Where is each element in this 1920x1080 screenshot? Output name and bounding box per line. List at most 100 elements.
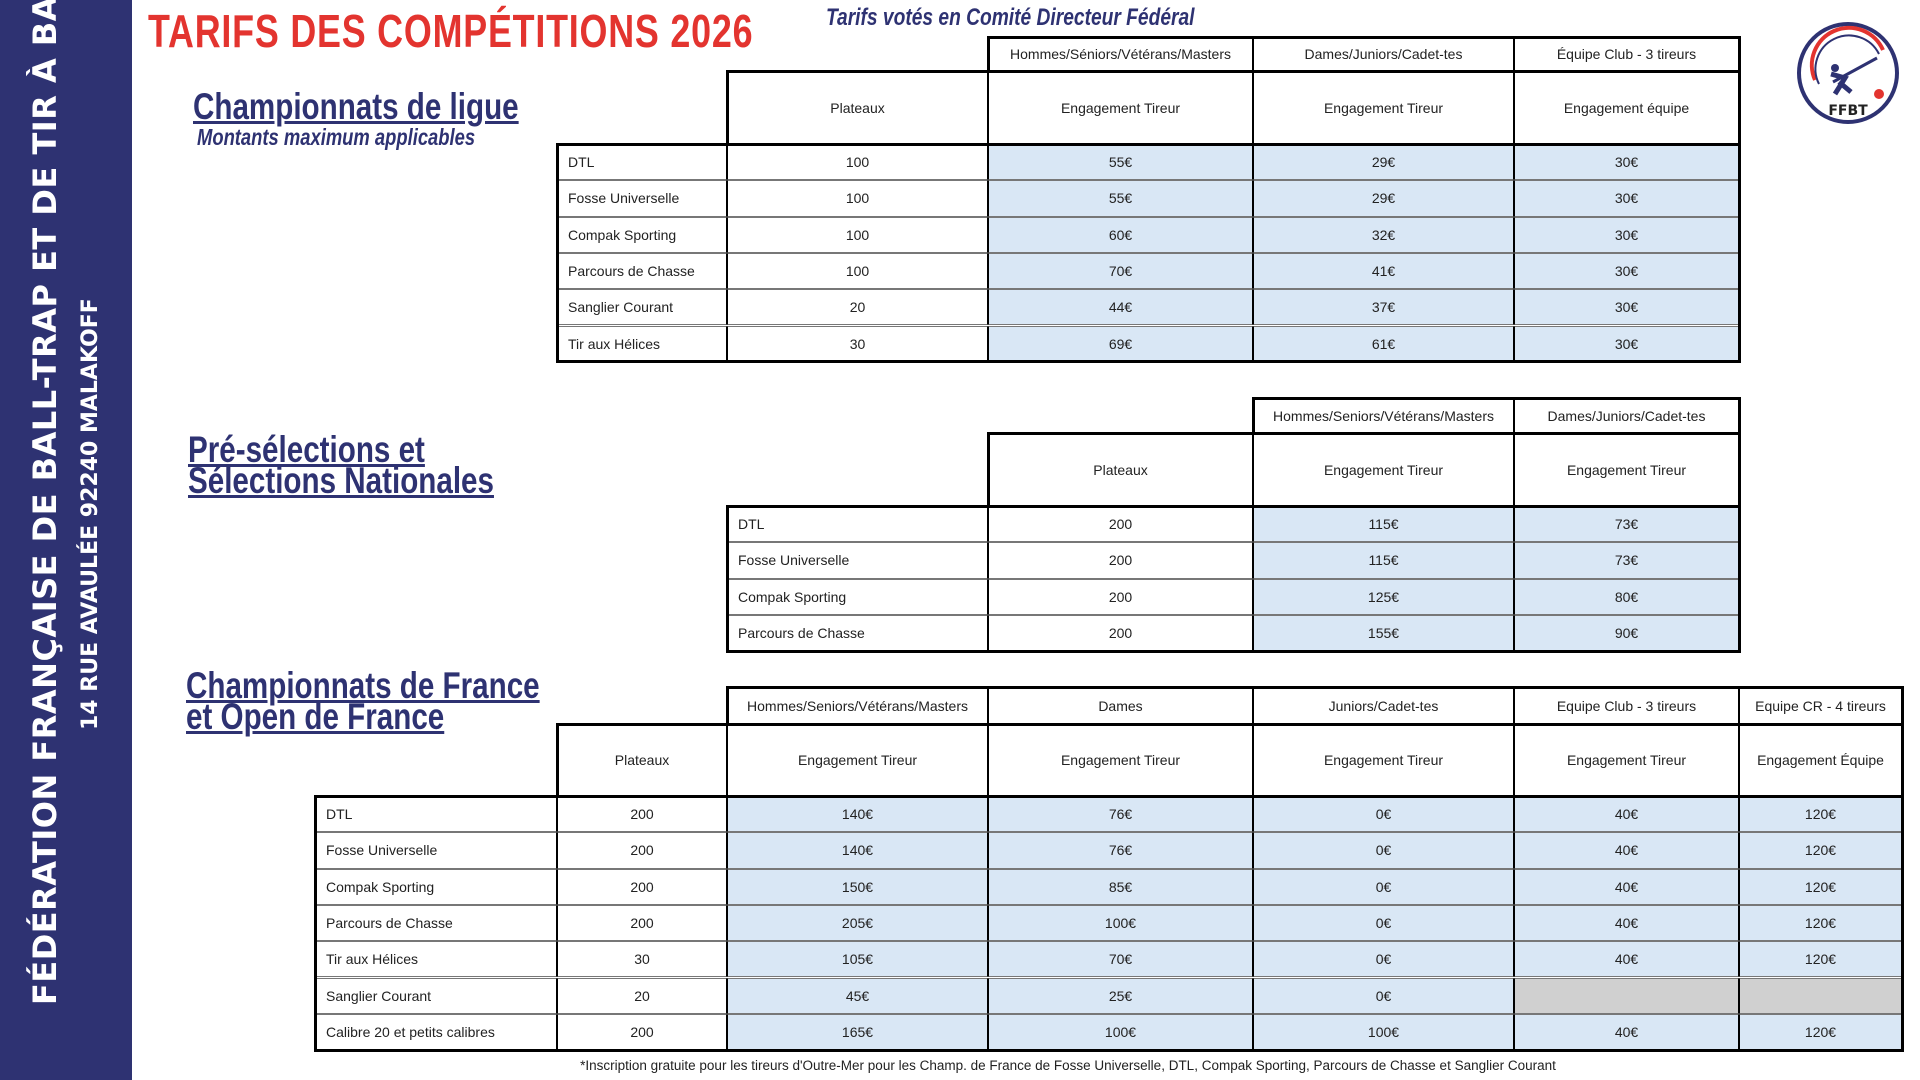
price-cell: 155€	[1253, 614, 1514, 652]
row-discipline: DTL	[557, 144, 727, 181]
page-title: TARIFS DES COMPÉTITIONS 2026	[148, 5, 754, 57]
row-plateaux: 200	[988, 542, 1253, 579]
row-plateaux: 30	[727, 325, 988, 362]
price-cell: 40€	[1514, 1013, 1739, 1051]
price-cell: 120€	[1739, 941, 1902, 978]
section-heading-ligue: Championnats de ligue	[193, 86, 519, 127]
footnote: *Inscription gratuite pour les tireurs d…	[580, 1058, 1556, 1073]
row-discipline: Compak Sporting	[727, 578, 988, 615]
price-cell: 100€	[988, 904, 1253, 942]
price-cell: 0€	[1253, 977, 1514, 1014]
row-discipline: DTL	[315, 796, 557, 833]
price-cell: 76€	[988, 796, 1253, 833]
price-cell: 45€	[727, 977, 988, 1014]
price-cell: 40€	[1514, 941, 1739, 978]
row-plateaux: 20	[557, 977, 727, 1014]
price-cell: 30€	[1514, 144, 1739, 181]
price-cell: 30€	[1514, 180, 1739, 217]
row-plateaux: 100	[727, 252, 988, 290]
price-cell: 70€	[988, 941, 1253, 978]
row-discipline: Compak Sporting	[315, 868, 557, 905]
row-plateaux: 200	[988, 614, 1253, 652]
price-cell: 0€	[1253, 904, 1514, 942]
price-cell: 32€	[1253, 216, 1514, 253]
not-applicable-cell	[1514, 977, 1739, 1014]
price-cell: 120€	[1739, 904, 1902, 942]
price-cell: 70€	[988, 252, 1253, 290]
row-discipline: Fosse Universelle	[557, 180, 727, 217]
column-header: Engagement Tireur	[1253, 71, 1514, 144]
sidebar-banner: FÉDÉRATION FRANÇAISE DE BALL-TRAP ET DE …	[0, 0, 132, 1080]
column-header: Plateaux	[727, 71, 988, 144]
row-plateaux: 100	[727, 144, 988, 181]
row-discipline: Compak Sporting	[557, 216, 727, 253]
price-cell: 0€	[1253, 796, 1514, 833]
column-group-header: Équipe Club - 3 tireurs	[1514, 37, 1739, 71]
row-discipline: Fosse Universelle	[315, 832, 557, 869]
price-cell: 40€	[1514, 904, 1739, 942]
column-group-header: Equipe CR - 4 tireurs	[1739, 687, 1902, 724]
price-cell: 120€	[1739, 796, 1902, 833]
column-header: Engagement Tireur	[1514, 433, 1739, 506]
price-cell: 100€	[988, 1013, 1253, 1051]
row-discipline: Sanglier Courant	[315, 977, 557, 1014]
column-header: Engagement équipe	[1514, 71, 1739, 144]
price-cell: 140€	[727, 796, 988, 833]
price-cell: 55€	[988, 180, 1253, 217]
column-group-header: Hommes/Séniors/Vétérans/Masters	[988, 37, 1253, 71]
column-group-header: Dames	[988, 687, 1253, 724]
row-plateaux: 200	[557, 1013, 727, 1051]
column-header: Plateaux	[557, 724, 727, 796]
column-header: Engagement Tireur	[988, 71, 1253, 144]
price-cell: 125€	[1253, 578, 1514, 615]
price-cell: 85€	[988, 868, 1253, 905]
column-header: Engagement Équipe	[1739, 724, 1902, 796]
price-cell: 30€	[1514, 252, 1739, 290]
price-cell: 120€	[1739, 868, 1902, 905]
svg-text:FFBT: FFBT	[1828, 103, 1868, 119]
price-cell: 140€	[727, 832, 988, 869]
price-cell: 30€	[1514, 325, 1739, 362]
price-cell: 40€	[1514, 796, 1739, 833]
row-discipline: Tir aux Hélices	[557, 325, 727, 362]
price-cell: 205€	[727, 904, 988, 942]
row-plateaux: 200	[557, 832, 727, 869]
column-header: Engagement Tireur	[1253, 433, 1514, 506]
price-cell: 0€	[1253, 832, 1514, 869]
price-cell: 29€	[1253, 144, 1514, 181]
price-cell: 55€	[988, 144, 1253, 181]
price-cell: 120€	[1739, 832, 1902, 869]
section-heading-france: Championnats de France et Open de France	[186, 665, 540, 737]
price-cell: 40€	[1514, 868, 1739, 905]
row-plateaux: 100	[727, 180, 988, 217]
row-discipline: Parcours de Chasse	[557, 252, 727, 290]
price-cell: 37€	[1253, 289, 1514, 326]
row-plateaux: 200	[557, 796, 727, 833]
column-header: Engagement Tireur	[727, 724, 988, 796]
price-cell: 0€	[1253, 941, 1514, 978]
row-plateaux: 200	[988, 506, 1253, 543]
column-group-header: Hommes/Seniors/Vétérans/Masters	[727, 687, 988, 724]
page-subtitle: Tarifs votés en Comité Directeur Fédéral	[826, 4, 1195, 31]
column-group-header: Dames/Juniors/Cadet-tes	[1514, 398, 1739, 433]
price-cell: 29€	[1253, 180, 1514, 217]
price-cell: 165€	[727, 1013, 988, 1051]
price-cell: 25€	[988, 977, 1253, 1014]
price-cell: 105€	[727, 941, 988, 978]
row-plateaux: 100	[727, 216, 988, 253]
column-group-header: Equipe Club - 3 tireurs	[1514, 687, 1739, 724]
row-discipline: Tir aux Hélices	[315, 941, 557, 978]
price-cell: 90€	[1514, 614, 1739, 652]
row-plateaux: 30	[557, 941, 727, 978]
not-applicable-cell	[1739, 977, 1902, 1014]
column-group-header: Juniors/Cadet-tes	[1253, 687, 1514, 724]
row-discipline: Parcours de Chasse	[315, 904, 557, 942]
row-plateaux: 200	[557, 904, 727, 942]
column-group-header: Dames/Juniors/Cadet-tes	[1253, 37, 1514, 71]
column-header: Engagement Tireur	[1514, 724, 1739, 796]
price-cell: 100€	[1253, 1013, 1514, 1051]
price-cell: 44€	[988, 289, 1253, 326]
price-cell: 115€	[1253, 506, 1514, 543]
price-cell: 76€	[988, 832, 1253, 869]
section-subheading-ligue: Montants maximum applicables	[197, 124, 476, 150]
